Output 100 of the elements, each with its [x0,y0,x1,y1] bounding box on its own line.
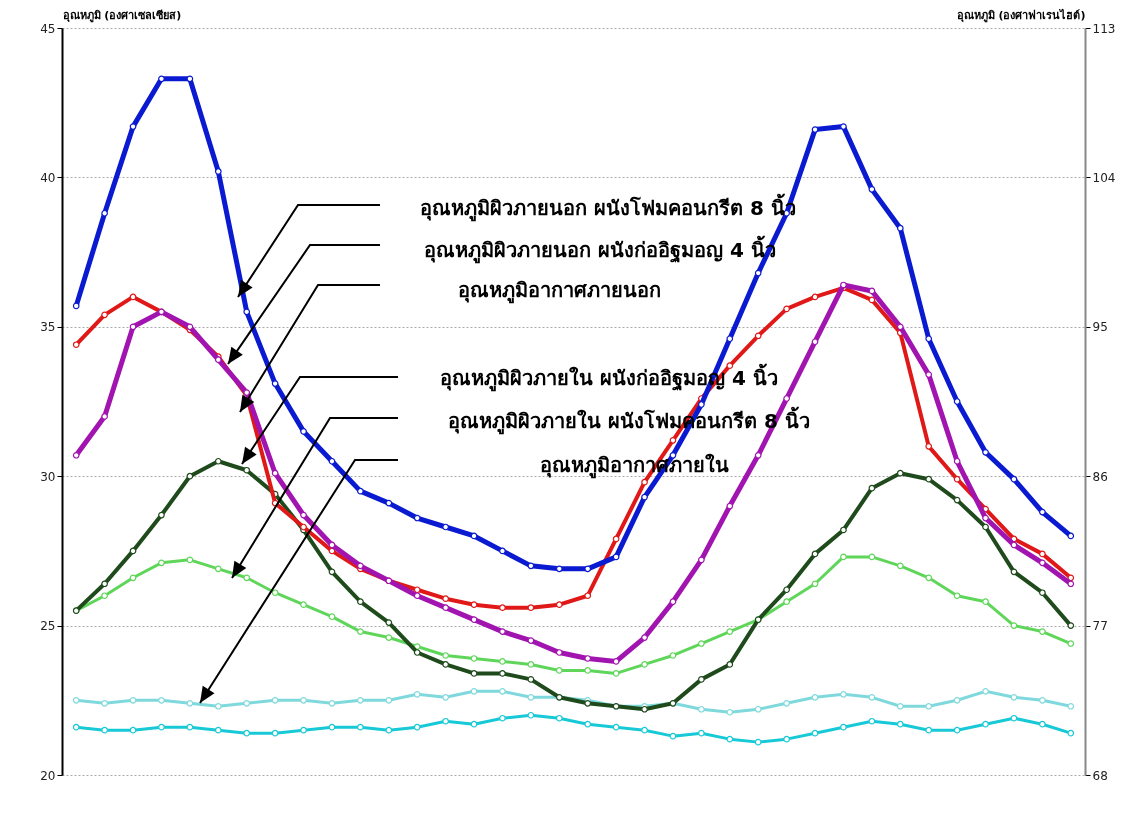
point [584,667,592,674]
point [811,293,819,301]
point [186,556,194,564]
point [385,499,393,507]
point [669,598,677,606]
point [811,580,819,588]
point [385,696,393,704]
point [186,472,194,480]
point [328,723,336,731]
point [1010,693,1018,701]
point [953,696,961,704]
point [271,469,279,477]
point [129,547,137,555]
point [129,574,137,582]
point [754,705,762,713]
point [129,726,137,734]
point [811,550,819,558]
point [300,511,307,519]
point [271,589,279,597]
point [1039,508,1046,516]
point [442,661,449,668]
point [243,729,251,737]
point [243,699,251,707]
point [328,541,336,549]
point [896,562,904,570]
point [669,732,677,740]
point [442,523,449,531]
point [726,362,734,369]
point [868,186,876,193]
point [1010,568,1018,576]
point [1039,720,1046,728]
point [300,601,307,609]
y2-tick-label: 77 [1092,619,1108,634]
point [328,457,336,465]
point [328,613,336,620]
y-tick-label: 35 [40,320,56,335]
y2-axis-title: อุณหภูมิ (องศาฟาเรนไฮต์) [956,7,1086,23]
point [1067,574,1075,582]
point [612,670,620,677]
point [783,735,790,743]
point [214,702,222,710]
point [868,296,876,304]
point [385,634,393,641]
point [925,371,933,378]
point [72,302,80,310]
point [698,556,705,564]
point [470,532,478,540]
point [158,723,165,731]
point [527,604,535,612]
point [754,738,762,746]
point [186,723,194,731]
point [527,676,535,683]
point [868,287,876,295]
point [442,717,449,725]
point [896,702,904,710]
point [413,586,421,594]
y-tick-label: 20 [40,768,56,783]
point [499,670,506,677]
point [357,696,364,704]
point [896,720,904,728]
point [413,592,421,600]
point [783,598,790,606]
point [840,526,847,534]
y2-tick-label: 113 [1092,21,1116,36]
point [669,437,677,444]
point [1039,550,1046,558]
point [726,502,734,510]
point [555,649,563,656]
point [698,705,705,713]
y-tick-label: 25 [40,619,56,634]
point [101,209,108,217]
point [555,667,563,674]
point [499,547,506,555]
point [129,123,137,130]
point [72,341,80,349]
point [413,690,421,698]
point [698,676,705,683]
point [1067,532,1075,540]
point [641,726,648,734]
point [726,628,734,635]
point [357,628,364,635]
point [300,696,307,704]
point [726,661,734,668]
point [953,457,961,465]
annotation: อุณหภูมิอากาศภายนอก [458,278,661,304]
point [982,514,989,522]
point [953,475,961,483]
point [413,514,421,522]
point [811,126,819,133]
point [840,690,847,698]
point [243,466,251,474]
point [442,595,449,603]
point [527,711,535,719]
point [896,469,904,477]
point [357,723,364,731]
point [811,693,819,701]
point [300,428,307,435]
point [584,655,592,662]
point [783,305,790,313]
point [1067,729,1075,737]
